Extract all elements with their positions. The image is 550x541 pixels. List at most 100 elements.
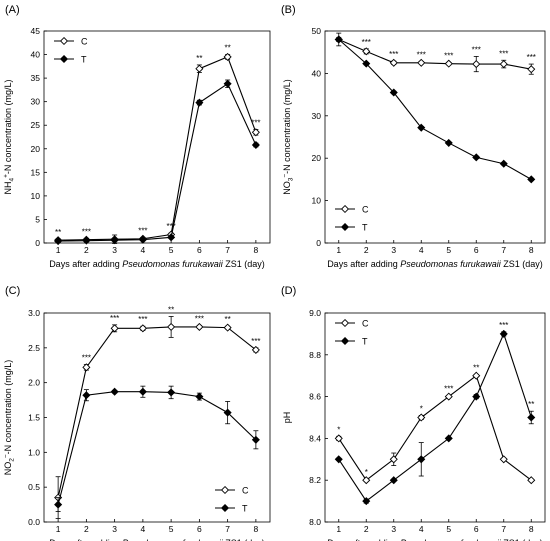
- x-axis-label-post: ZS1 (day): [223, 538, 265, 541]
- data-point-T: [472, 153, 481, 162]
- data-point-C: [362, 47, 371, 56]
- legend: CT: [54, 37, 88, 65]
- legend-label: T: [362, 223, 368, 233]
- panel-1: (B) 0 10 20 30 40 50 1 2 3 4 5 6 7 8 Days after adding …: [281, 4, 546, 269]
- data-point-T: [527, 175, 536, 184]
- x-axis-label: Days after adding Pseudomonas furukawaii…: [327, 259, 543, 269]
- legend-marker: [340, 318, 350, 328]
- data-point-C: [195, 322, 204, 331]
- data-point-T: [54, 500, 63, 509]
- y-tick-label: 30: [31, 97, 41, 107]
- data-point-C: [417, 413, 426, 422]
- legend-label: C: [362, 319, 369, 329]
- panel-3: (D) 8.0 8.2 8.4 8.6 8.8 9.0 1 2 3 4 5 6 7 8 Days after …: [281, 285, 546, 541]
- significance-label: ***: [389, 50, 398, 59]
- significance-label: ***: [138, 315, 147, 324]
- data-point-T: [110, 387, 119, 396]
- x-tick-label: 2: [84, 524, 89, 534]
- series-line-T: [338, 332, 532, 502]
- x-tick-label: 6: [197, 245, 202, 255]
- x-axis-label-italic: Pseudomonas furukawaii: [122, 259, 224, 269]
- significance-label: ***: [110, 314, 119, 323]
- significance-label: ***: [527, 53, 536, 62]
- data-point-T: [334, 455, 343, 464]
- data-point-C: [110, 324, 119, 333]
- plot-frame: [43, 30, 271, 244]
- x-tick-label: 5: [169, 524, 174, 534]
- series-line-T: [338, 39, 532, 180]
- x-tick-label: 1: [336, 524, 341, 534]
- y-tick-label: 25: [31, 120, 41, 130]
- y-tick-label: 40: [31, 50, 41, 60]
- data-point-T: [138, 235, 147, 244]
- data-point-C: [472, 371, 481, 380]
- data-point-T: [110, 236, 119, 245]
- legend-label: C: [81, 37, 88, 47]
- y-tick-label: 0: [35, 238, 40, 248]
- significance-label: *: [337, 425, 340, 434]
- y-axis-label: NO2−-N concentration (mg/L): [3, 360, 16, 475]
- data-point-C: [223, 323, 232, 332]
- data-point-C: [251, 128, 260, 137]
- x-axis-label-post: ZS1 (day): [501, 259, 543, 269]
- x-axis-label-pre: Days after adding: [327, 538, 400, 541]
- data-point-C: [251, 345, 260, 354]
- y-axis-label: NH4+-N concentration (mg/L): [3, 80, 16, 195]
- significance-label: ***: [417, 51, 426, 60]
- plot-frame: [43, 312, 271, 523]
- significance-label: ***: [251, 118, 260, 127]
- panel-letter: (C): [5, 285, 20, 297]
- data-point-C: [138, 324, 147, 333]
- data-point-T: [82, 236, 91, 245]
- data-point-T: [444, 138, 453, 147]
- data-point-T: [527, 413, 536, 422]
- plot-frame: [324, 312, 546, 523]
- significance-label: **: [528, 400, 534, 409]
- y-tick-label: 8.4: [309, 433, 321, 443]
- data-point-T: [167, 388, 176, 397]
- legend-marker: [220, 485, 230, 495]
- y-tick-label: 2.5: [28, 343, 40, 353]
- y-tick-label: 8.6: [309, 392, 321, 402]
- y-tick-label: 0.0: [28, 517, 40, 527]
- significance-label: ***: [138, 226, 147, 235]
- x-axis-label: Days after adding Pseudomonas furukawaii…: [49, 259, 265, 269]
- y-tick-label: 8.2: [309, 475, 321, 485]
- data-point-C: [389, 455, 398, 464]
- series-line-C: [338, 374, 532, 481]
- series-line-T: [57, 391, 257, 505]
- data-point-T: [138, 387, 147, 396]
- significance-label: **: [225, 44, 231, 53]
- x-tick-label: 1: [336, 245, 341, 255]
- x-tick-label: 8: [254, 524, 259, 534]
- y-tick-label: 9.0: [309, 308, 321, 318]
- data-point-C: [389, 58, 398, 67]
- data-point-T: [167, 233, 176, 242]
- data-point-T: [223, 408, 232, 417]
- legend-marker: [220, 503, 230, 513]
- y-tick-label: 20: [312, 153, 322, 163]
- y-tick-label: 40: [312, 68, 322, 78]
- x-tick-label: 2: [364, 245, 369, 255]
- y-tick-label: 8.0: [309, 517, 321, 527]
- data-point-C: [417, 58, 426, 67]
- series-line-C: [57, 326, 257, 498]
- data-point-C: [362, 476, 371, 485]
- data-point-T: [334, 35, 343, 44]
- significance-label: ***: [444, 51, 453, 60]
- data-point-C: [472, 60, 481, 69]
- legend-label: C: [242, 486, 249, 496]
- data-point-T: [444, 434, 453, 443]
- legend-marker: [340, 204, 350, 214]
- data-point-C: [167, 322, 176, 331]
- y-tick-label: 2.0: [28, 378, 40, 388]
- y-tick-label: 10: [312, 196, 322, 206]
- y-tick-label: 15: [31, 167, 41, 177]
- x-tick-label: 4: [419, 524, 424, 534]
- data-point-C: [195, 64, 204, 73]
- x-tick-label: 6: [474, 245, 479, 255]
- x-tick-label: 7: [225, 524, 230, 534]
- significance-label: ***: [362, 38, 371, 47]
- x-tick-label: 6: [474, 524, 479, 534]
- y-tick-label: 20: [31, 144, 41, 154]
